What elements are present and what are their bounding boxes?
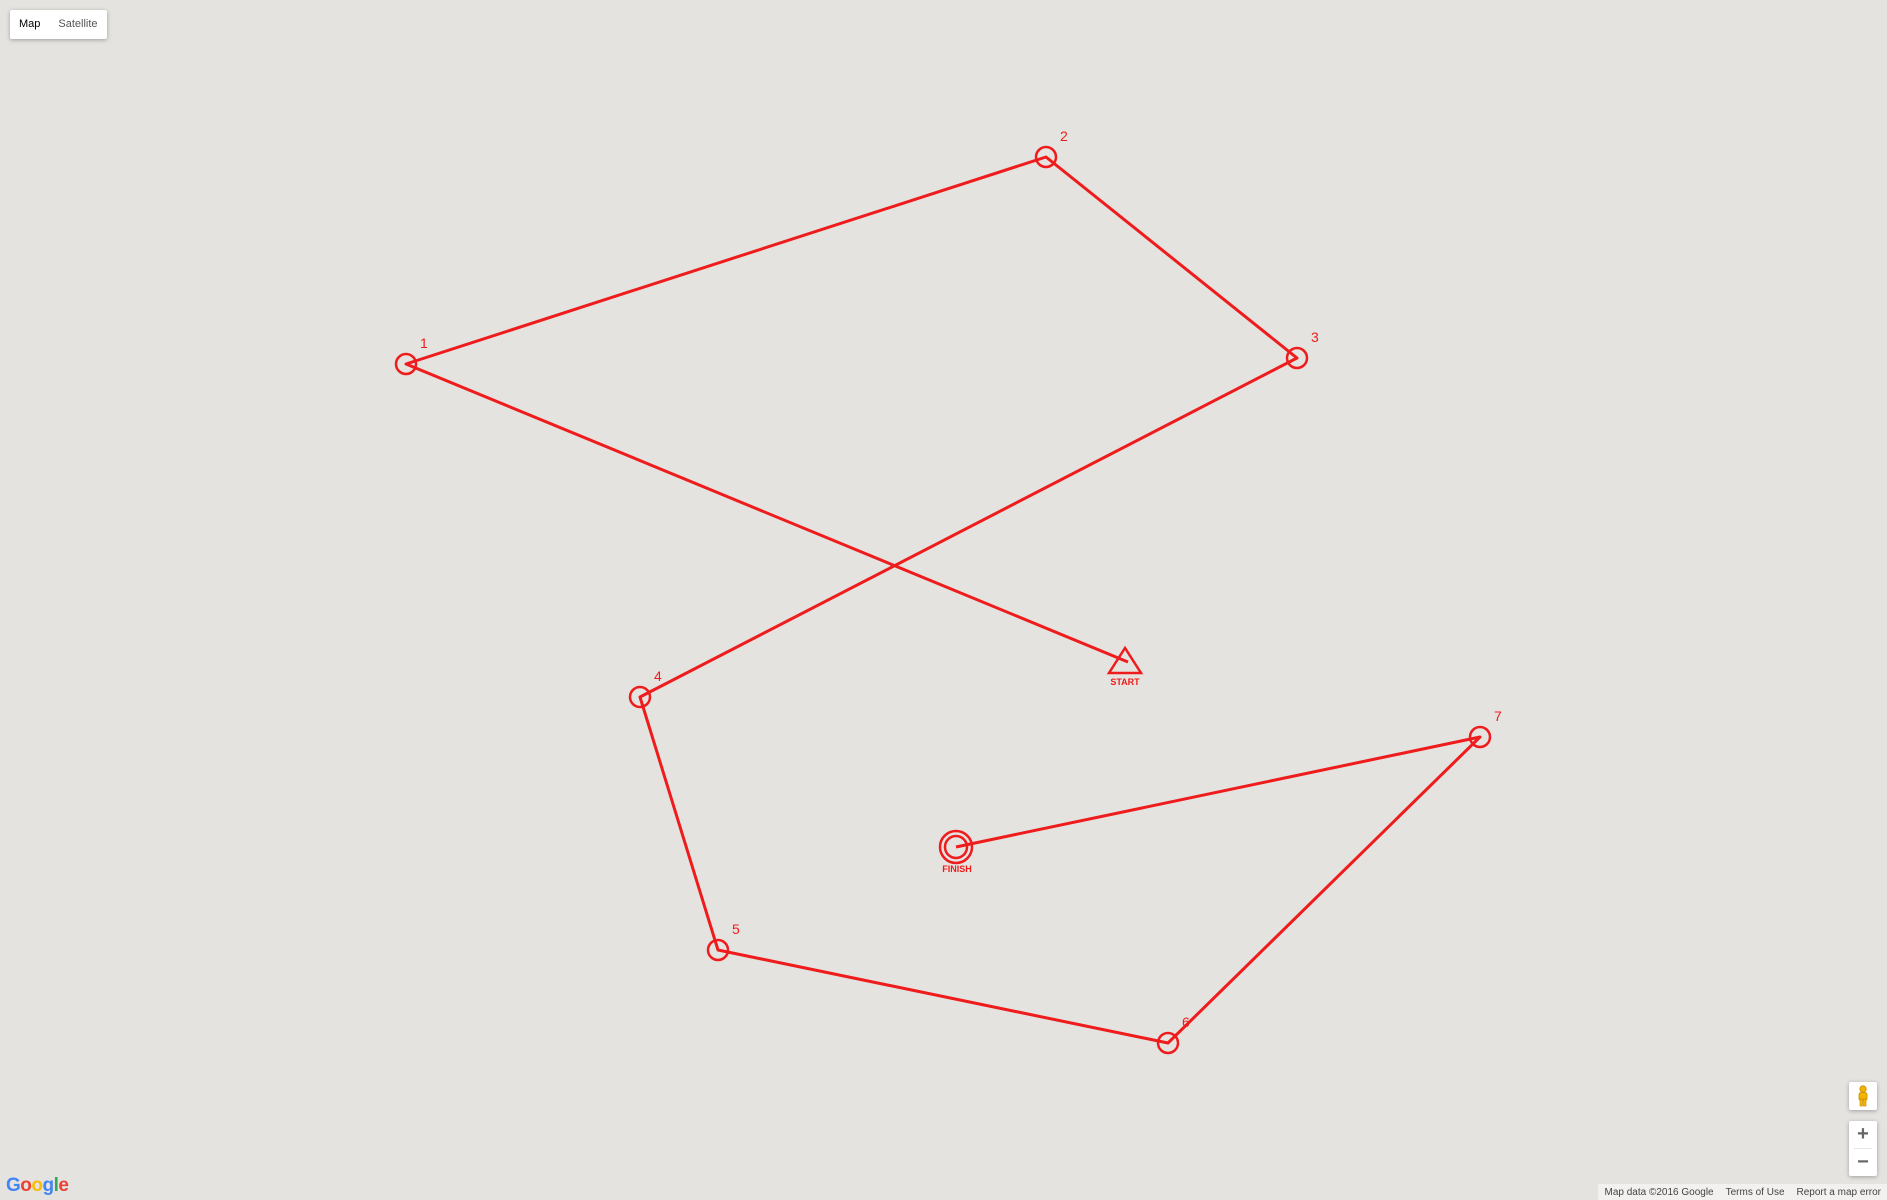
- street-view-button[interactable]: [1849, 1082, 1877, 1110]
- control-circle-icon: [628, 685, 652, 709]
- control-circle-icon: [1285, 346, 1309, 370]
- control-circle-icon: [1468, 725, 1492, 749]
- control-6[interactable]: 6: [1156, 1014, 1190, 1055]
- control-number: 6: [1182, 1014, 1190, 1030]
- finish-label: FINISH: [942, 864, 972, 874]
- control-4[interactable]: 4: [628, 668, 662, 709]
- control-2[interactable]: 2: [1034, 128, 1068, 169]
- map-type-satellite-button[interactable]: Satellite: [58, 18, 98, 30]
- route-line: [404, 155, 1482, 1045]
- google-logo[interactable]: Google: [6, 1175, 69, 1197]
- logo-letter: G: [6, 1175, 21, 1196]
- map-type-map-button[interactable]: Map: [19, 18, 41, 30]
- zoom-control: + −: [1849, 1121, 1877, 1176]
- logo-letter: l: [53, 1175, 59, 1196]
- control-number: 1: [420, 335, 428, 351]
- control-circle-icon: [394, 352, 418, 376]
- finish-outer-ring-icon: [938, 829, 974, 865]
- zoom-divider: [1854, 1148, 1872, 1149]
- control-number: 3: [1311, 329, 1319, 345]
- control-3[interactable]: 3: [1285, 329, 1319, 370]
- start-marker[interactable]: START: [1106, 645, 1144, 687]
- control-number: 5: [732, 921, 740, 937]
- start-label: START: [1110, 677, 1140, 687]
- control-number: 7: [1494, 708, 1502, 724]
- control-circle-icon: [706, 938, 730, 962]
- zoom-out-button[interactable]: −: [1857, 1151, 1869, 1173]
- logo-letter: o: [20, 1175, 32, 1196]
- terms-of-use-link[interactable]: Terms of Use: [1725, 1187, 1785, 1198]
- zoom-in-button[interactable]: +: [1857, 1123, 1869, 1145]
- finish-marker[interactable]: FINISH: [938, 829, 974, 874]
- control-circle-icon: [1034, 145, 1058, 169]
- map-type-control: Map Satellite: [10, 10, 107, 39]
- control-circle-icon: [1156, 1031, 1180, 1055]
- start-triangle-icon: [1106, 645, 1144, 675]
- pegman-icon: [1858, 1085, 1868, 1107]
- control-5[interactable]: 5: [706, 921, 740, 962]
- logo-letter: g: [42, 1175, 55, 1196]
- finish-inner-ring-icon: [943, 834, 969, 860]
- control-number: 2: [1060, 128, 1068, 144]
- control-7[interactable]: 7: [1468, 708, 1502, 749]
- report-map-error-link[interactable]: Report a map error: [1796, 1187, 1881, 1198]
- control-number: 4: [654, 668, 662, 684]
- logo-letter: e: [58, 1175, 69, 1196]
- logo-letter: o: [31, 1175, 43, 1196]
- map-data-attribution: Map data ©2016 Google: [1604, 1187, 1714, 1198]
- control-1[interactable]: 1: [394, 335, 428, 376]
- map-footer: Map data ©2016 Google Terms of Use Repor…: [1598, 1184, 1887, 1200]
